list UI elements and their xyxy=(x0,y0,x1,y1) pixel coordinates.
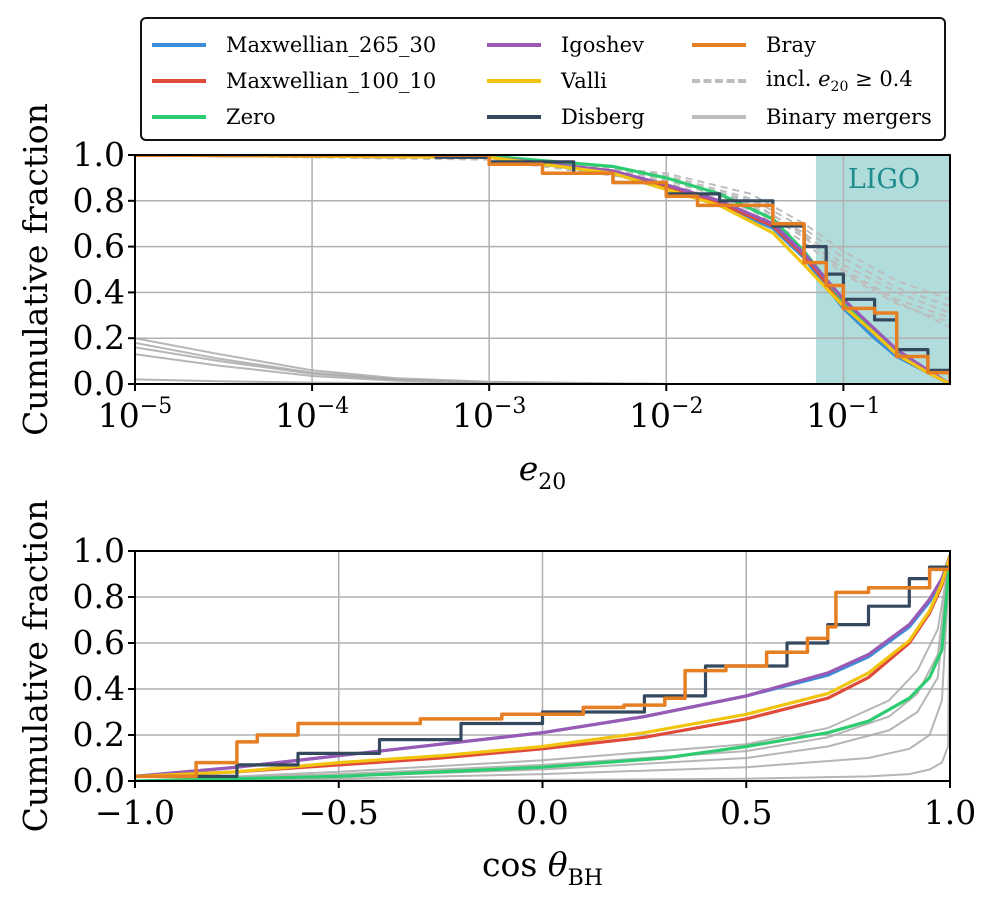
top-xlabel-sub: 20 xyxy=(538,470,566,495)
legend-item-maxwellian-100-10: Maxwellian_100_10 xyxy=(152,67,436,95)
top-xtick-base-4: 10 xyxy=(806,396,848,435)
legend-item-zero: Zero xyxy=(152,103,276,131)
top-xtick-label-0: 10−5 xyxy=(98,394,172,435)
top-merger-curve-0 xyxy=(135,337,950,384)
top-ylabel: Cumulative fraction xyxy=(16,103,55,436)
top-series-igoshev xyxy=(135,155,950,384)
legend-swatch-incl xyxy=(692,79,746,83)
legend-item-binary-mergers: Binary mergers xyxy=(692,103,932,131)
top-xtick-base-0: 10 xyxy=(98,396,140,435)
top-xtick-base-2: 10 xyxy=(452,396,494,435)
legend-incl-text: incl. xyxy=(766,66,812,91)
bottom-ytick-label-5: 1.0 xyxy=(73,531,125,570)
bottom-xlabel: cos θBH xyxy=(482,845,603,891)
top-xtick-exp-4: −1 xyxy=(848,394,880,419)
top-ytick-label-1: 0.2 xyxy=(73,318,125,357)
legend-incl-rest: ≥ 0.4 xyxy=(855,66,913,91)
bottom-series-bray xyxy=(135,555,950,779)
bottom-series-igoshev xyxy=(135,555,950,778)
legend-label-disberg: Disberg xyxy=(561,105,645,129)
top-ytick-label-0: 0.0 xyxy=(73,364,125,403)
legend-swatch-maxwellian-265-30 xyxy=(152,43,206,47)
top-merger-curve-3 xyxy=(135,353,950,384)
top-xtick-exp-2: −3 xyxy=(494,394,526,419)
top-xtick-label-4: 10−1 xyxy=(806,394,880,435)
bottom-xlabel-var: θ xyxy=(548,845,568,884)
top-xtick-exp-1: −4 xyxy=(317,394,349,419)
legend-swatch-igoshev xyxy=(487,43,541,47)
bottom-xlabel-fn: cos xyxy=(482,845,548,884)
legend-label-incl: incl. e20 ≥ 0.4 xyxy=(766,67,913,95)
top-xtick-exp-3: −2 xyxy=(671,394,703,419)
bottom-ytick-label-4: 0.8 xyxy=(73,577,125,616)
legend-swatch-binary-mergers xyxy=(692,115,746,119)
bottom-panel: 0.0 0.2 0.4 0.6 0.8 1.0 −1.0 −0.5 0.0 0.5 1.0 Cumul… xyxy=(16,500,976,891)
top-xtick-label-1: 10−4 xyxy=(275,394,349,435)
bottom-xlabel-sub: BH xyxy=(568,866,603,891)
top-xtick-exp-0: −5 xyxy=(140,394,172,419)
legend-item-disberg: Disberg xyxy=(487,103,645,131)
top-plot-area xyxy=(135,155,950,384)
bottom-ytick-label-0: 0.0 xyxy=(73,761,125,800)
legend-label-binary-mergers: Binary mergers xyxy=(766,105,932,129)
bottom-xtick-label-2: 0.0 xyxy=(516,793,568,832)
legend-label-valli: Valli xyxy=(561,69,607,93)
bottom-merger-curve-0 xyxy=(135,555,950,781)
legend-label-maxwellian-100-10: Maxwellian_100_10 xyxy=(226,69,437,93)
legend-item-igoshev: Igoshev xyxy=(487,31,644,59)
legend-swatch-maxwellian-100-10 xyxy=(152,79,206,83)
top-ytick-label-2: 0.4 xyxy=(73,272,125,311)
legend-swatch-zero xyxy=(152,115,206,119)
top-xtick-label-2: 10−3 xyxy=(452,394,526,435)
top-xlabel-var: e xyxy=(519,449,539,488)
legend-label-zero: Zero xyxy=(226,105,276,129)
bottom-xtick-label-1: −0.5 xyxy=(299,793,379,832)
bottom-xtick-label-0: −1.0 xyxy=(95,793,175,832)
legend-label-igoshev: Igoshev xyxy=(561,33,644,57)
legend-swatch-valli xyxy=(487,79,541,83)
top-series-bray xyxy=(135,155,950,384)
top-xtick-label-3: 10−2 xyxy=(629,394,703,435)
top-xtick-base-3: 10 xyxy=(629,396,671,435)
legend-item-maxwellian-265-30: Maxwellian_265_30 xyxy=(152,31,436,59)
top-ytick-label-5: 1.0 xyxy=(73,135,125,174)
bottom-ytick-label-3: 0.6 xyxy=(73,623,125,662)
legend-swatch-bray xyxy=(692,43,746,47)
legend: Maxwellian_265_30 Maxwellian_100_10 Zero… xyxy=(140,17,946,141)
bottom-plot-area xyxy=(135,555,950,781)
bottom-ylabel: Cumulative fraction xyxy=(16,500,55,833)
bottom-merger-curve-2 xyxy=(135,555,950,781)
top-ytick-label-4: 0.8 xyxy=(73,181,125,220)
bottom-ytick-label-2: 0.4 xyxy=(73,669,125,708)
top-xlabel: e20 xyxy=(519,449,567,495)
bottom-series-valli xyxy=(135,555,950,778)
top-incl-curve-0 xyxy=(135,155,950,301)
legend-label-maxwellian-265-30: Maxwellian_265_30 xyxy=(226,33,437,57)
bottom-ytick-label-1: 0.2 xyxy=(73,715,125,754)
legend-item-incl: incl. e20 ≥ 0.4 xyxy=(692,67,913,95)
top-incl-curve-1 xyxy=(135,155,950,308)
top-xtick-base-1: 10 xyxy=(275,396,317,435)
top-ligo-label: LIGO xyxy=(848,164,920,195)
legend-incl-sub: 20 xyxy=(830,79,849,96)
bottom-xtick-label-4: 1.0 xyxy=(924,793,976,832)
bottom-xtick-label-3: 0.5 xyxy=(720,793,772,832)
legend-swatch-disberg xyxy=(487,115,541,119)
legend-item-bray: Bray xyxy=(692,31,816,59)
bottom-series-zero xyxy=(135,555,950,781)
legend-item-valli: Valli xyxy=(487,67,607,95)
legend-incl-var: e xyxy=(818,66,831,91)
legend-label-bray: Bray xyxy=(766,33,816,57)
top-incl-curve-3 xyxy=(135,155,950,319)
top-incl-curve-5 xyxy=(135,155,950,328)
top-ytick-label-3: 0.6 xyxy=(73,227,125,266)
top-axes-frame xyxy=(134,154,951,385)
bottom-merger-curve-3 xyxy=(135,555,950,781)
